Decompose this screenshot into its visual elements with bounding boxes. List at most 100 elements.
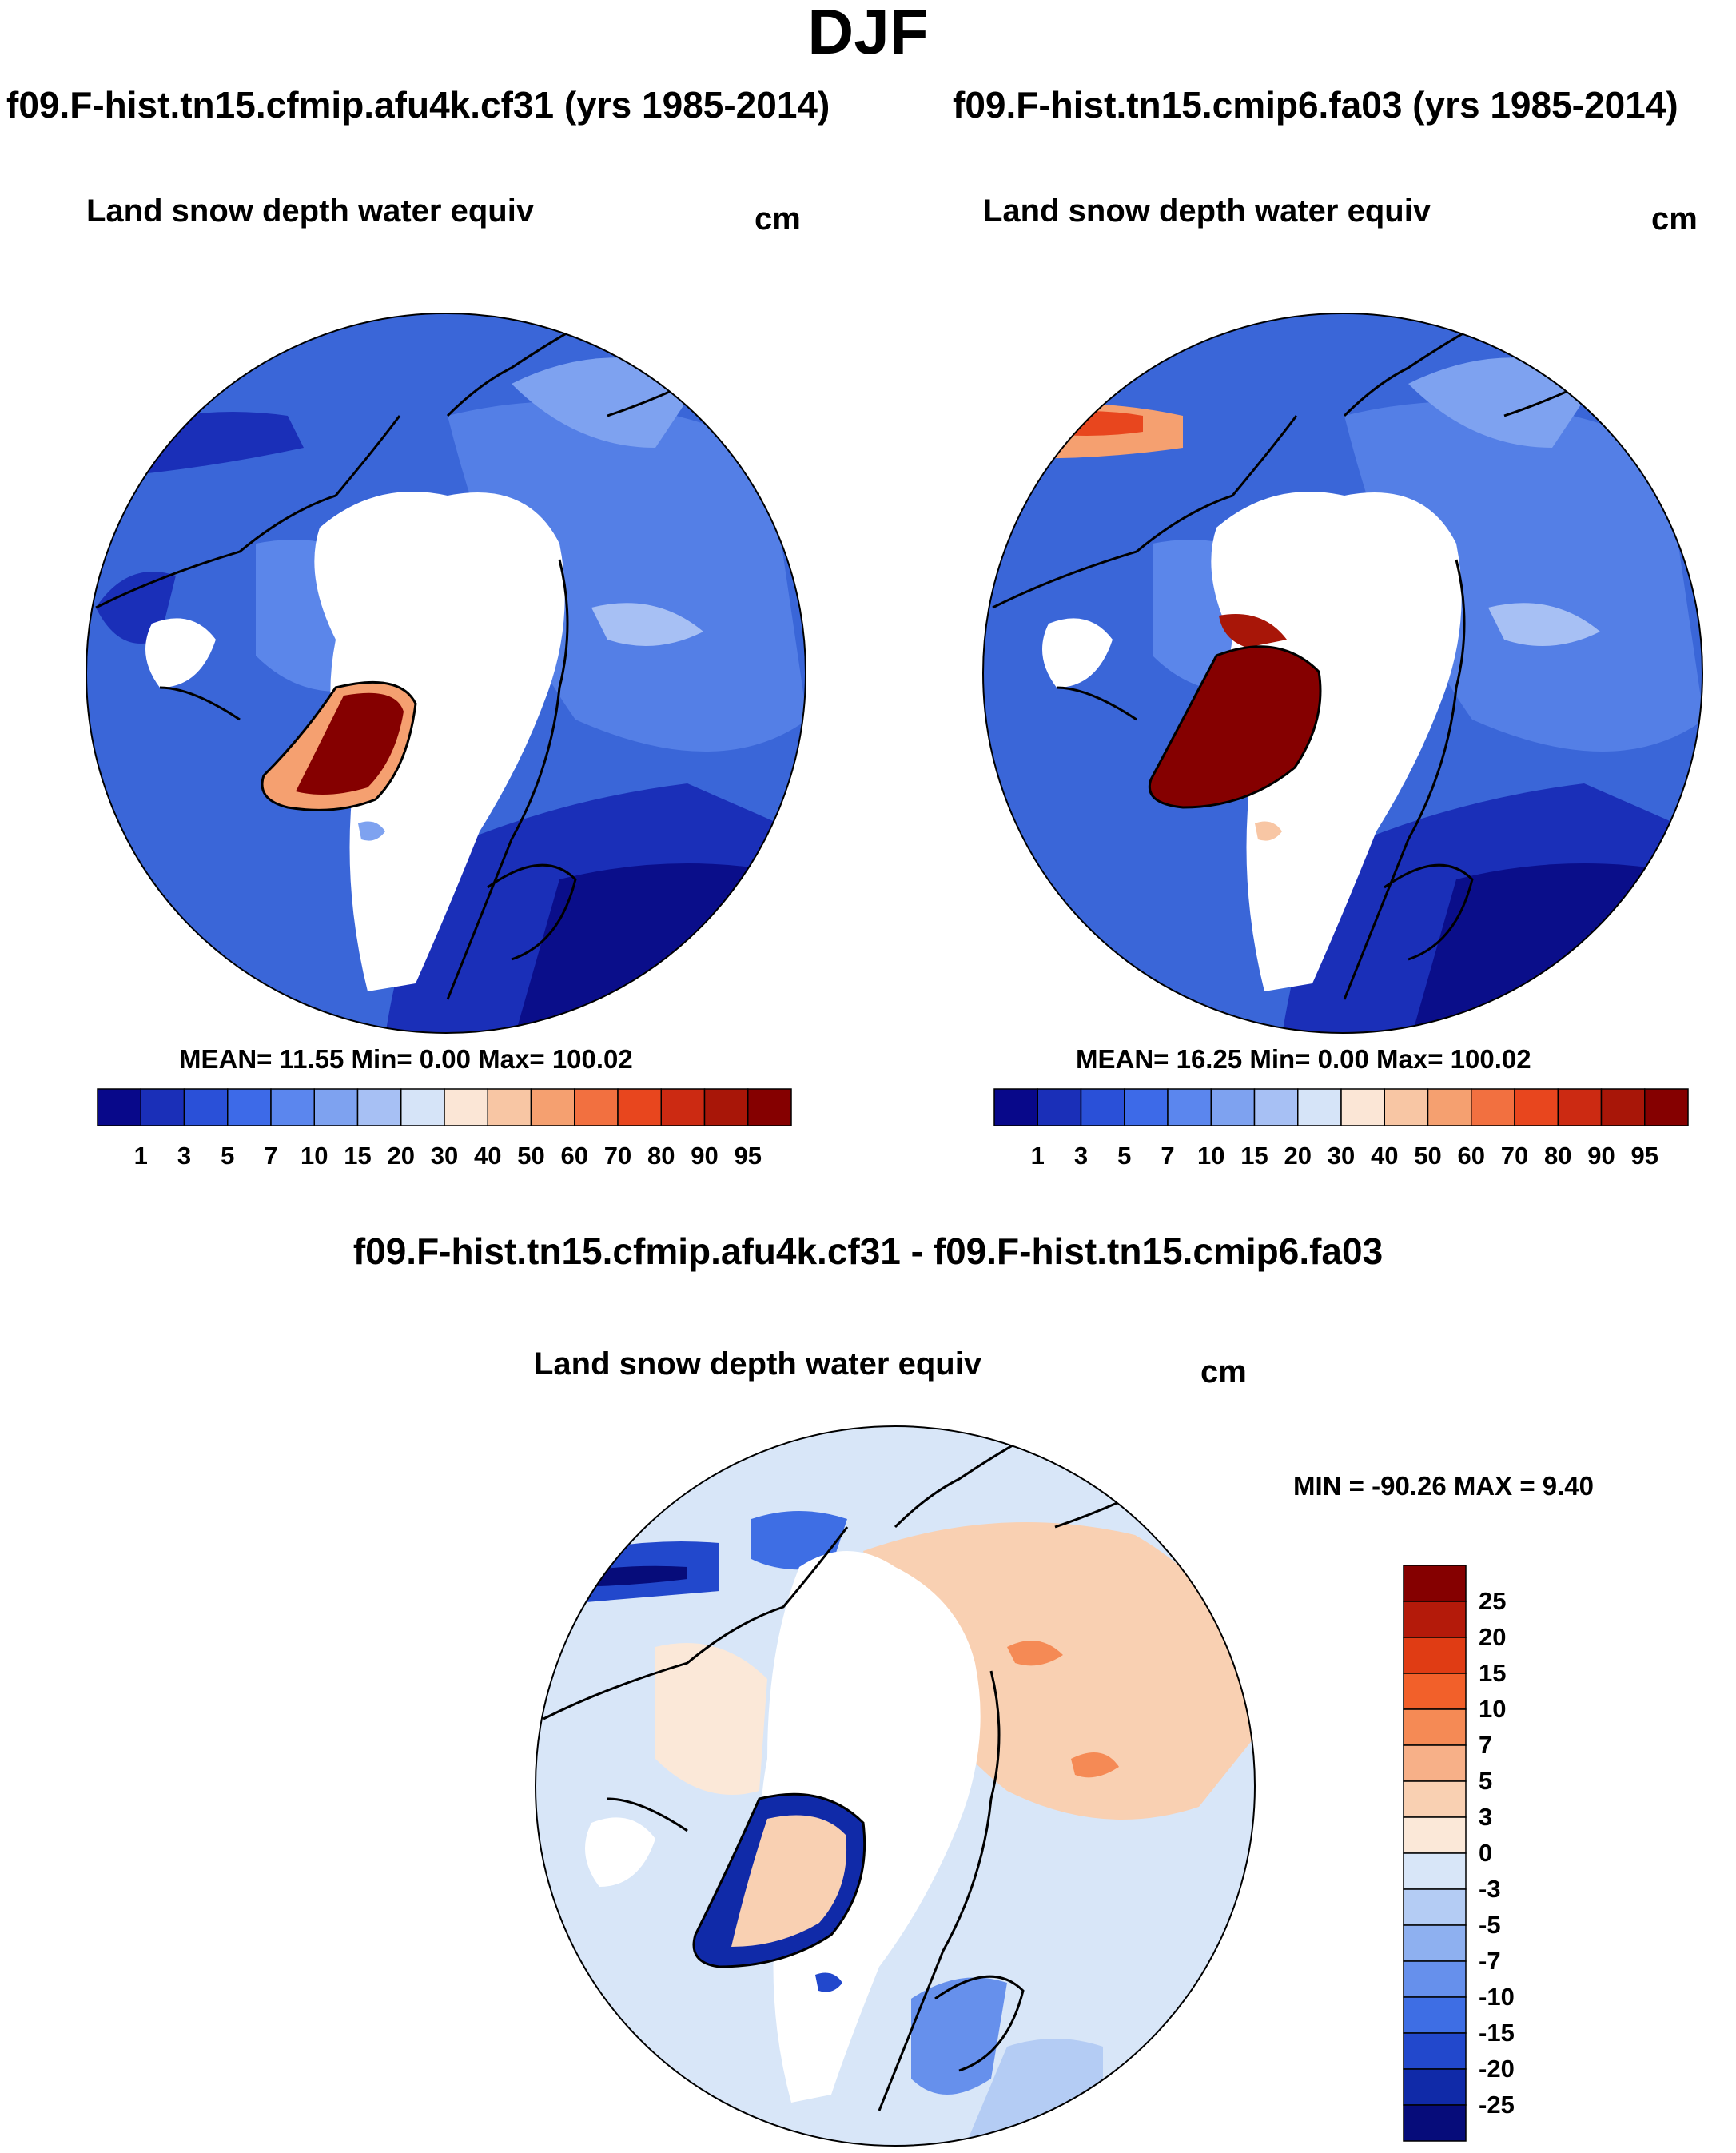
colorbar-diff-label: -7 [1479, 1947, 1501, 1975]
figure-title: DJF [807, 0, 929, 67]
colorbar-b-label: 30 [1327, 1142, 1356, 1170]
colorbar-a-label: 30 [430, 1142, 459, 1170]
colorbar-diff-label: -25 [1479, 2091, 1515, 2119]
colorbar-a-label: 5 [221, 1142, 235, 1170]
colorbar-a-label: 40 [474, 1142, 502, 1170]
colorbar-diff-label: 5 [1479, 1767, 1493, 1795]
colorbar-b-swatch [1080, 1088, 1125, 1126]
colorbar-b-label: 3 [1073, 1142, 1089, 1170]
colorbar-a-label: 95 [734, 1142, 762, 1170]
colorbar-diff-label: 20 [1479, 1623, 1507, 1651]
colorbar-a-swatch [530, 1088, 575, 1126]
colorbar-diff-swatch [1403, 2104, 1467, 2142]
colorbar-diff-label: 0 [1479, 1839, 1493, 1867]
colorbar-diff-label: -15 [1479, 2019, 1515, 2047]
colorbar-a-swatch [400, 1088, 445, 1126]
colorbar-a-label: 90 [691, 1142, 719, 1170]
colorbar-b-label: 5 [1117, 1142, 1132, 1170]
panel-diff-minmax: MIN = -90.26 MAX = 9.40 [1293, 1471, 1595, 1501]
colorbar-diff-swatch [1403, 1673, 1467, 1710]
colorbar-a-swatch [487, 1088, 532, 1126]
colorbar-a-label: 10 [301, 1142, 328, 1170]
colorbar-b-label: 95 [1630, 1142, 1658, 1170]
colorbar-a-swatch [97, 1088, 141, 1126]
colorbar-b-label: 10 [1197, 1142, 1225, 1170]
colorbar-a-label: 80 [647, 1142, 675, 1170]
panel-diff-units: cm [1200, 1354, 1247, 1389]
colorbar-b-label: 60 [1457, 1142, 1485, 1170]
colorbar-a-swatch [444, 1088, 488, 1126]
colorbar-b-label: 15 [1240, 1142, 1268, 1170]
colorbar-diff-swatch [1403, 1852, 1467, 1890]
difference-title: f09.F-hist.tn15.cfmip.afu4k.cf31 - f09.F… [352, 1230, 1384, 1272]
colorbar-diff-label: 25 [1479, 1587, 1507, 1615]
colorbar-b-label: 80 [1544, 1142, 1572, 1170]
colorbar-a-swatch [140, 1088, 185, 1126]
colorbar-b-swatch [1600, 1088, 1646, 1126]
colorbar-a-swatch [617, 1088, 662, 1126]
colorbar-a-swatch [270, 1088, 315, 1126]
colorbar-diff-swatch [1403, 1996, 1467, 2034]
colorbar-diff-swatch [1403, 2032, 1467, 2070]
colorbar-a-label: 3 [177, 1142, 192, 1170]
colorbar-a-swatch [574, 1088, 619, 1126]
colorbar-a-label: 20 [387, 1142, 415, 1170]
colorbar-b-swatch [1514, 1088, 1559, 1126]
colorbar-diff-swatch [1403, 1601, 1467, 1638]
panel-b-variable: Land snow depth water equiv [983, 193, 1431, 229]
colorbar-b-swatch [1124, 1088, 1169, 1126]
colorbar-diff-label: -20 [1479, 2055, 1515, 2083]
colorbar-panel-a-labels: 1 3 5 7 10 15 20 30 40 50 60 70 80 90 95 [98, 1142, 791, 1174]
colorbar-diff-swatch [1403, 1888, 1467, 1926]
colorbar-diff-label: 10 [1479, 1695, 1507, 1723]
colorbar-panel-a [97, 1088, 792, 1126]
colorbar-b-label: 40 [1371, 1142, 1399, 1170]
case-title-right: f09.F-hist.tn15.cmip6.fa03 (yrs 1985-201… [953, 84, 1678, 126]
panel-b-units: cm [1651, 201, 1698, 237]
colorbar-panel-b [993, 1088, 1689, 1126]
colorbar-diff-swatch [1403, 1780, 1467, 1818]
colorbar-diff-label: 3 [1479, 1803, 1493, 1831]
colorbar-diff-swatch [1403, 1744, 1467, 1782]
colorbar-panel-diff [1403, 1565, 1467, 2142]
colorbar-a-label: 50 [517, 1142, 545, 1170]
colorbar-panel-b-labels: 1 3 5 7 10 15 20 30 40 50 60 70 80 90 95 [994, 1142, 1688, 1174]
colorbar-b-swatch [993, 1088, 1038, 1126]
colorbar-b-swatch [1427, 1088, 1472, 1126]
colorbar-diff-label: -5 [1479, 1911, 1501, 1939]
colorbar-b-swatch [1471, 1088, 1515, 1126]
colorbar-b-label: 70 [1500, 1142, 1529, 1170]
colorbar-diff-swatch [1403, 1960, 1467, 1998]
colorbar-diff-label: 7 [1479, 1731, 1493, 1759]
colorbar-b-swatch [1037, 1088, 1082, 1126]
colorbar-b-swatch [1340, 1088, 1385, 1126]
colorbar-a-swatch [660, 1088, 706, 1126]
colorbar-diff-swatch [1403, 1565, 1467, 1602]
panel-a-units: cm [755, 201, 801, 237]
colorbar-a-swatch [356, 1088, 402, 1126]
colorbar-b-swatch [1297, 1088, 1342, 1126]
colorbar-a-swatch [747, 1088, 792, 1126]
panel-diff-variable: Land snow depth water equiv [534, 1346, 982, 1382]
colorbar-diff-swatch [1403, 1924, 1467, 1962]
colorbar-b-label: 50 [1414, 1142, 1442, 1170]
case-title-left: f09.F-hist.tn15.cfmip.afu4k.cf31 (yrs 19… [6, 84, 830, 126]
colorbar-b-swatch [1253, 1088, 1299, 1126]
colorbar-b-label: 20 [1284, 1142, 1312, 1170]
colorbar-a-label: 7 [264, 1142, 278, 1170]
colorbar-a-swatch [313, 1088, 359, 1126]
colorbar-a-swatch [183, 1088, 229, 1126]
colorbar-b-label: 90 [1587, 1142, 1615, 1170]
colorbar-a-label: 15 [344, 1142, 372, 1170]
panel-a-stats: MEAN= 11.55 Min= 0.00 Max= 100.02 [179, 1044, 633, 1074]
map-panel-b [983, 313, 1702, 1033]
colorbar-a-swatch [703, 1088, 749, 1126]
colorbar-b-label: 7 [1161, 1142, 1175, 1170]
colorbar-diff-swatch [1403, 2068, 1467, 2106]
colorbar-b-swatch [1557, 1088, 1603, 1126]
colorbar-diff-swatch [1403, 1637, 1467, 1674]
colorbar-diff-label: -3 [1479, 1875, 1501, 1903]
colorbar-b-label: 1 [1030, 1142, 1045, 1170]
colorbar-diff-swatch [1403, 1708, 1467, 1746]
colorbar-diff-label: 15 [1479, 1659, 1507, 1687]
